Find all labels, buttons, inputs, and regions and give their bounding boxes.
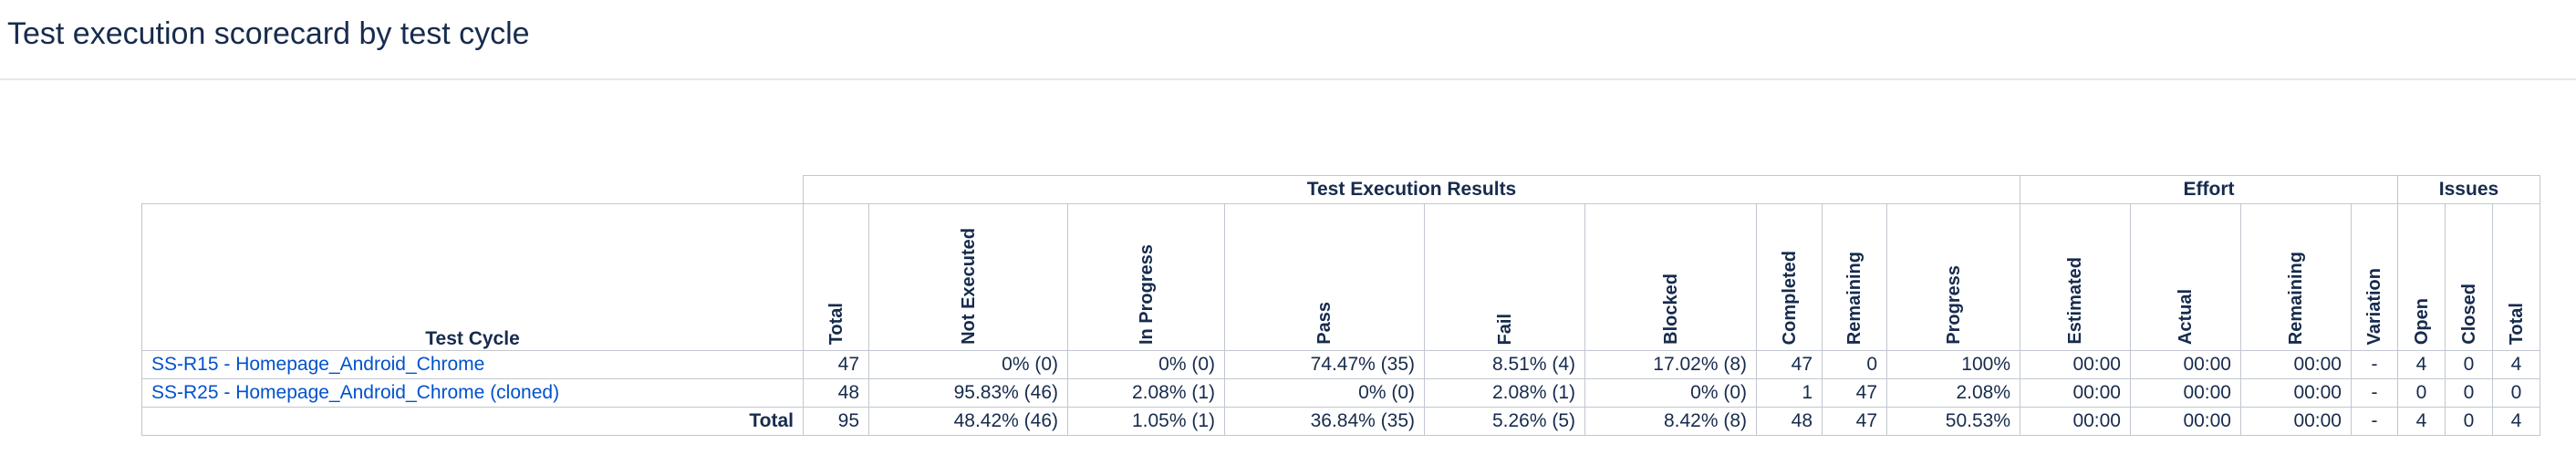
cell-not-executed: 95.83% (46) — [868, 378, 1068, 408]
cell-in-progress: 2.08% (1) — [1067, 378, 1225, 408]
page-title: Test execution scorecard by test cycle — [7, 16, 530, 51]
cell-remaining: 47 — [1822, 407, 1887, 436]
cell-completed: 1 — [1756, 378, 1823, 408]
column-header-blocked: Blocked — [1584, 203, 1757, 351]
table-row: SS-R25 - Homepage_Android_Chrome (cloned… — [141, 378, 2540, 408]
column-header-variation: Variation — [2351, 203, 2398, 351]
cell-completed: 48 — [1756, 407, 1823, 436]
group-header-issues: Issues — [2397, 175, 2540, 204]
cell-pass: 74.47% (35) — [1224, 350, 1425, 379]
column-header-actual-label: Actual — [2176, 288, 2196, 345]
column-header-pass-label: Pass — [1314, 302, 1335, 345]
table-row: SS-R15 - Homepage_Android_Chrome 47 0% (… — [141, 350, 2540, 379]
cell-not-executed: 48.42% (46) — [868, 407, 1068, 436]
scorecard-table: Test Execution Results Effort Issues Tes… — [141, 175, 2540, 436]
cell-closed: 0 — [2445, 378, 2493, 408]
totals-row: Total 95 48.42% (46) 1.05% (1) 36.84% (3… — [141, 407, 2540, 436]
column-header-blocked-label: Blocked — [1660, 274, 1681, 345]
cell-issues-total: 4 — [2492, 407, 2540, 436]
column-header-pass: Pass — [1224, 203, 1425, 351]
column-header-open-label: Open — [2411, 297, 2432, 345]
cell-effort-remaining: 00:00 — [2240, 407, 2352, 436]
column-header-estimated: Estimated — [2020, 203, 2131, 351]
cell-open: 4 — [2397, 350, 2446, 379]
cycle-cell: SS-R15 - Homepage_Android_Chrome — [141, 350, 804, 379]
column-header-estimated-label: Estimated — [2065, 257, 2085, 345]
cell-estimated: 00:00 — [2020, 350, 2131, 379]
column-header-progress-label: Progress — [1943, 265, 1964, 345]
column-header-fail-label: Fail — [1494, 313, 1515, 345]
column-header-total: Total — [803, 203, 869, 351]
column-header-completed: Completed — [1756, 203, 1823, 351]
cell-closed: 0 — [2445, 350, 2493, 379]
column-header-variation-label: Variation — [2364, 267, 2384, 345]
cell-blocked: 0% (0) — [1584, 378, 1757, 408]
cell-total: 48 — [803, 378, 869, 408]
cell-variation: - — [2351, 378, 2398, 408]
column-header-remaining-label: Remaining — [1844, 251, 1864, 345]
cell-not-executed: 0% (0) — [868, 350, 1068, 379]
column-header-not-executed: Not Executed — [868, 203, 1068, 351]
cell-effort-remaining: 00:00 — [2240, 350, 2352, 379]
cell-closed: 0 — [2445, 407, 2493, 436]
column-header-actual: Actual — [2130, 203, 2241, 351]
cell-variation: - — [2351, 350, 2398, 379]
column-header-issues-total-label: Total — [2506, 302, 2527, 345]
cell-pass: 0% (0) — [1224, 378, 1425, 408]
cell-total: 95 — [803, 407, 869, 436]
group-header-spacer — [142, 176, 804, 204]
column-header-completed-label: Completed — [1779, 250, 1800, 345]
cell-blocked: 8.42% (8) — [1584, 407, 1757, 436]
column-header-not-executed-label: Not Executed — [958, 228, 979, 345]
group-header-effort: Effort — [2020, 175, 2398, 204]
cycle-cell: SS-R25 - Homepage_Android_Chrome (cloned… — [141, 378, 804, 408]
column-header-effort-remaining-label: Remaining — [2286, 251, 2306, 345]
column-header-test-cycle: Test Cycle — [141, 203, 804, 351]
cell-remaining: 0 — [1822, 350, 1887, 379]
cell-in-progress: 1.05% (1) — [1067, 407, 1225, 436]
column-header-in-progress-label: In Progress — [1136, 243, 1157, 345]
totals-label: Total — [141, 407, 804, 436]
cell-progress: 50.53% — [1886, 407, 2020, 436]
cell-fail: 8.51% (4) — [1424, 350, 1585, 379]
cell-in-progress: 0% (0) — [1067, 350, 1225, 379]
cell-blocked: 17.02% (8) — [1584, 350, 1757, 379]
cycle-link[interactable]: SS-R25 - Homepage_Android_Chrome (cloned… — [151, 382, 560, 403]
cell-issues-total: 0 — [2492, 378, 2540, 408]
cell-open: 0 — [2397, 378, 2446, 408]
column-header-effort-remaining: Remaining — [2240, 203, 2352, 351]
cell-fail: 5.26% (5) — [1424, 407, 1585, 436]
column-header-fail: Fail — [1424, 203, 1585, 351]
group-header-row: Test Execution Results Effort Issues — [142, 175, 2540, 204]
column-header-total-label: Total — [826, 302, 847, 345]
column-header-progress: Progress — [1886, 203, 2020, 351]
cell-progress: 100% — [1886, 350, 2020, 379]
cell-open: 4 — [2397, 407, 2446, 436]
column-header-in-progress: In Progress — [1067, 203, 1225, 351]
column-header-row: Test Cycle Total Not Executed In Progres… — [141, 203, 2540, 351]
column-header-remaining: Remaining — [1822, 203, 1887, 351]
cell-variation: - — [2351, 407, 2398, 436]
cell-actual: 00:00 — [2130, 350, 2241, 379]
cycle-link[interactable]: SS-R15 - Homepage_Android_Chrome — [151, 354, 485, 375]
cell-actual: 00:00 — [2130, 407, 2241, 436]
cell-issues-total: 4 — [2492, 350, 2540, 379]
cell-fail: 2.08% (1) — [1424, 378, 1585, 408]
cell-actual: 00:00 — [2130, 378, 2241, 408]
column-header-closed-label: Closed — [2458, 284, 2479, 345]
cell-progress: 2.08% — [1886, 378, 2020, 408]
group-header-results: Test Execution Results — [803, 175, 2020, 204]
column-header-open: Open — [2397, 203, 2446, 351]
cell-completed: 47 — [1756, 350, 1823, 379]
cell-estimated: 00:00 — [2020, 407, 2131, 436]
cell-total: 47 — [803, 350, 869, 379]
title-divider — [0, 78, 2576, 80]
cell-effort-remaining: 00:00 — [2240, 378, 2352, 408]
cell-estimated: 00:00 — [2020, 378, 2131, 408]
cell-pass: 36.84% (35) — [1224, 407, 1425, 436]
column-header-closed: Closed — [2445, 203, 2493, 351]
column-header-issues-total: Total — [2492, 203, 2540, 351]
cell-remaining: 47 — [1822, 378, 1887, 408]
